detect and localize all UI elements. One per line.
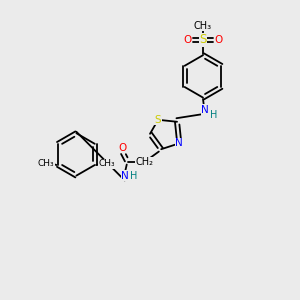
Text: N: N [176,138,183,148]
Text: CH₃: CH₃ [99,159,116,168]
Text: S: S [199,33,207,46]
Text: N: N [202,105,209,115]
Text: CH₃: CH₃ [194,21,212,31]
Text: CH₂: CH₂ [136,158,154,167]
Text: N: N [122,171,129,181]
Text: H: H [210,110,217,120]
Text: CH₃: CH₃ [37,159,54,168]
Text: H: H [130,171,137,181]
Text: O: O [184,35,192,45]
Text: O: O [118,143,126,153]
Text: O: O [214,35,222,45]
Text: S: S [155,115,161,125]
